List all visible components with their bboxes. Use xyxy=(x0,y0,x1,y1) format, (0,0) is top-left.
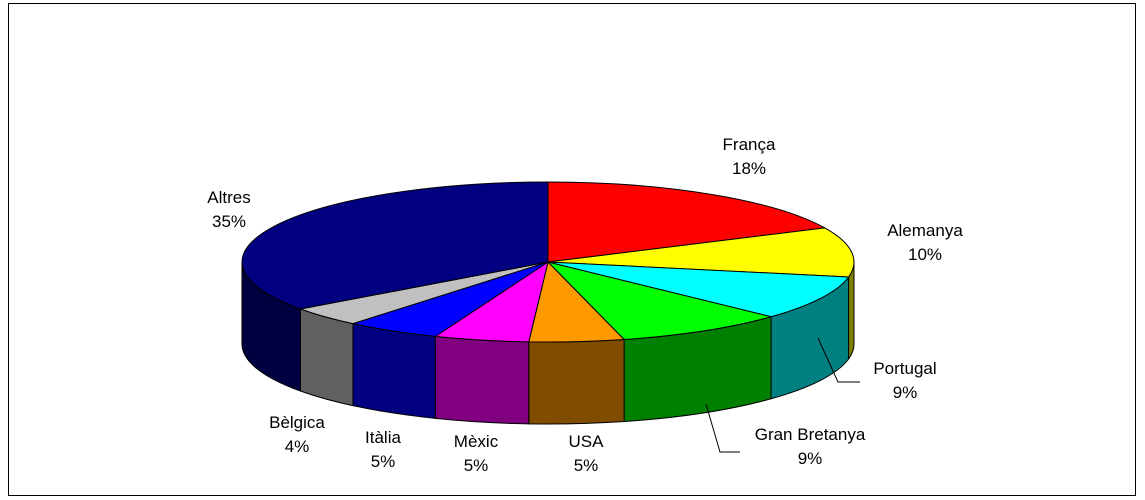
label-portugal: Portugal 9% xyxy=(873,359,936,402)
slice-franca xyxy=(547,181,827,263)
label-percent: 35% xyxy=(212,212,246,231)
slice-gran-bretanya xyxy=(546,261,774,341)
label-percent: 5% xyxy=(464,456,489,475)
label-usa: USA 5% xyxy=(569,432,605,475)
label-name: Mèxic xyxy=(454,432,499,451)
label-percent: 9% xyxy=(798,449,823,468)
label-name: Gran Bretanya xyxy=(755,425,866,444)
label-altres: Altres 35% xyxy=(207,188,250,231)
label-percent: 5% xyxy=(574,456,599,475)
leader-line-portugal xyxy=(817,337,860,383)
label-mexic: Mèxic 5% xyxy=(454,432,499,475)
label-name: França xyxy=(723,135,776,154)
slice-side-belgica xyxy=(299,308,354,407)
label-name: Portugal xyxy=(873,359,936,378)
label-name: Itàlia xyxy=(365,428,401,447)
slice-portugal xyxy=(547,261,850,318)
label-name: USA xyxy=(569,432,605,451)
label-percent: 18% xyxy=(732,159,766,178)
label-name: Bèlgica xyxy=(269,413,325,432)
label-franca: França 18% xyxy=(723,135,776,178)
pie-top-faces xyxy=(241,181,855,343)
slice-side-usa xyxy=(528,338,625,425)
slice-side-italia xyxy=(352,323,436,419)
label-percent: 5% xyxy=(371,452,396,471)
label-belgica: Bèlgica 4% xyxy=(269,413,325,456)
label-percent: 9% xyxy=(893,383,918,402)
slice-altres xyxy=(241,181,549,310)
pie-side-walls xyxy=(241,261,855,425)
slice-side-mexic xyxy=(434,335,530,425)
slice-alemanya xyxy=(547,227,855,278)
label-percent: 10% xyxy=(908,245,942,264)
label-name: Alemanya xyxy=(887,221,963,240)
label-italia: Itàlia 5% xyxy=(365,428,401,471)
label-gran-bretanya: Gran Bretanya 9% xyxy=(755,425,866,468)
label-name: Altres xyxy=(207,188,250,207)
label-alemanya: Alemanya 10% xyxy=(887,221,963,264)
label-percent: 4% xyxy=(285,437,310,456)
leader-line-gran-bretanya xyxy=(705,403,740,453)
